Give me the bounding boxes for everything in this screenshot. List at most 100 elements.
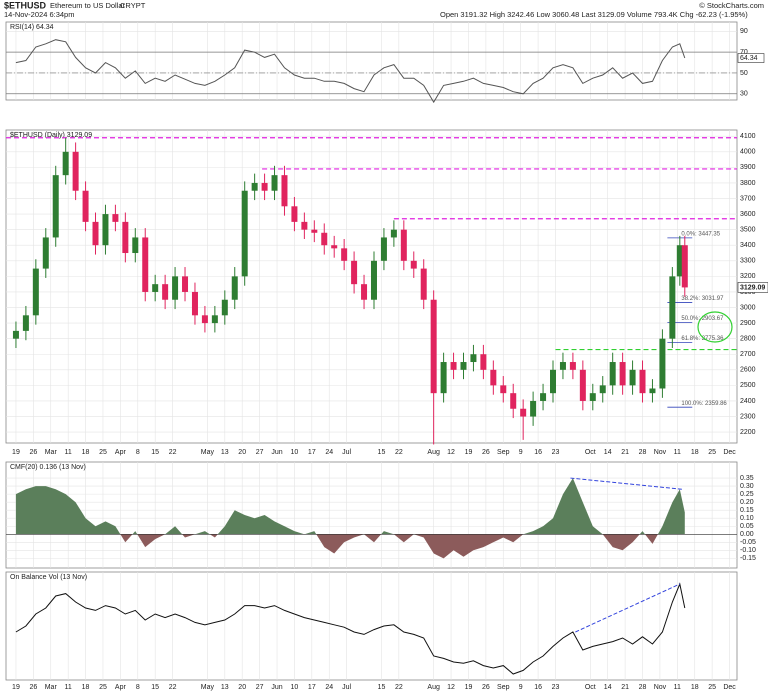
- candle-body: [559, 362, 566, 370]
- price-tag: [737, 282, 768, 293]
- candle-body: [311, 229, 318, 233]
- y-tick-label: 3200: [740, 273, 756, 280]
- price-tag-label: 3129.09: [740, 284, 765, 291]
- x-tick-label: Dec: [723, 684, 736, 691]
- x-tick-label: 18: [82, 449, 90, 456]
- y-tick-label: 3000: [740, 304, 756, 311]
- y-tick-label: 3500: [740, 227, 756, 234]
- x-tick-label: 18: [82, 684, 90, 691]
- fib-label: 61.8%: 2775.36: [681, 336, 724, 342]
- x-tick-label: 26: [482, 449, 490, 456]
- y-tick-label: -0.15: [740, 555, 756, 562]
- y-tick-label: 30: [740, 91, 748, 98]
- y-tick-label: 3900: [740, 164, 756, 171]
- candle-body: [42, 237, 49, 269]
- x-tick-label: 15: [151, 684, 159, 691]
- candle-body: [221, 299, 228, 316]
- x-tick-label: 16: [534, 449, 542, 456]
- candle-body: [271, 175, 278, 191]
- x-tick-label: Sep: [497, 449, 510, 456]
- x-tick-label: Aug: [427, 449, 440, 456]
- quote: Open 3191.32 High 3242.46 Low 3060.48 La…: [440, 10, 748, 19]
- y-tick-label: 2600: [740, 367, 756, 374]
- candle-body: [490, 369, 497, 386]
- candle-body: [12, 330, 19, 339]
- panel-title: CMF(20) 0.136 (13 Nov): [10, 464, 86, 471]
- y-tick-label: 3600: [740, 211, 756, 218]
- candle-body: [52, 175, 59, 238]
- y-tick-label: 0.05: [740, 523, 754, 530]
- y-tick-label: 3400: [740, 242, 756, 249]
- x-tick-label: 15: [378, 684, 386, 691]
- y-tick-label: 2900: [740, 320, 756, 327]
- x-tick-label: 9: [519, 449, 523, 456]
- y-tick-label: -0.05: [740, 539, 756, 546]
- x-tick-label: 25: [708, 449, 716, 456]
- candle-body: [676, 245, 683, 277]
- candle-body: [569, 362, 576, 370]
- y-tick-label: 70: [740, 49, 748, 56]
- candle-body: [341, 248, 348, 261]
- x-tick-label: 9: [519, 684, 523, 691]
- x-tick-label: Apr: [115, 449, 127, 456]
- x-tick-label: 19: [12, 684, 20, 691]
- x-tick-label: 21: [621, 449, 629, 456]
- x-tick-label: 21: [621, 684, 629, 691]
- x-tick-label: 25: [708, 684, 716, 691]
- candle-body: [589, 393, 596, 401]
- fib-label: 38.2%: 3031.97: [681, 296, 724, 302]
- candle-body: [92, 221, 99, 246]
- x-tick-label: 8: [136, 684, 140, 691]
- candle-body: [22, 315, 29, 331]
- annotation-circle: [697, 311, 733, 343]
- x-tick-label: 11: [65, 449, 72, 456]
- value-tag-label: 64.34: [740, 55, 758, 62]
- candle-body: [579, 369, 586, 401]
- x-tick-label: Apr: [115, 684, 127, 691]
- candle-body: [450, 362, 457, 370]
- x-tick-label: Dec: [723, 449, 736, 456]
- candle-body: [291, 206, 298, 222]
- panel-frame: [5, 21, 738, 101]
- candle-body: [112, 214, 119, 222]
- x-tick-label: 28: [639, 684, 647, 691]
- candle-body: [351, 260, 358, 285]
- x-tick-label: 22: [395, 449, 403, 456]
- y-tick-label: 4000: [740, 149, 756, 156]
- candle-body: [540, 393, 547, 401]
- candle-body: [669, 276, 676, 339]
- x-tick-label: Sep: [497, 684, 510, 691]
- x-tick-label: 18: [691, 684, 699, 691]
- y-tick-label: 2300: [740, 413, 756, 420]
- fib-label: 50.0%: 2903.67: [681, 316, 724, 322]
- candle-body: [619, 362, 626, 386]
- x-tick-label: 24: [325, 449, 333, 456]
- x-tick-label: 19: [465, 449, 473, 456]
- y-tick-label: 3700: [740, 195, 756, 202]
- candle-body: [261, 182, 268, 191]
- candle-body: [32, 268, 39, 316]
- x-tick-label: 25: [99, 684, 107, 691]
- x-tick-label: 14: [604, 684, 612, 691]
- x-tick-label: 15: [151, 449, 159, 456]
- x-tick-label: 13: [221, 684, 229, 691]
- x-tick-label: Nov: [654, 449, 667, 456]
- candle-body: [530, 400, 537, 417]
- candle-body: [162, 284, 169, 300]
- x-tick-label: 12: [447, 684, 455, 691]
- y-tick-label: 0.00: [740, 531, 754, 538]
- candle-body: [182, 276, 189, 292]
- candle-body: [281, 175, 288, 207]
- candle-body: [440, 362, 447, 394]
- candle-body: [301, 221, 308, 230]
- x-tick-label: 19: [12, 449, 20, 456]
- y-tick-label: 0.35: [740, 475, 754, 482]
- x-tick-label: 26: [29, 449, 37, 456]
- x-tick-label: 11: [674, 449, 681, 456]
- x-tick-label: 26: [29, 684, 37, 691]
- candle-body: [251, 182, 258, 191]
- x-tick-label: 17: [308, 449, 316, 456]
- x-tick-label: May: [201, 684, 215, 691]
- x-tick-label: 27: [256, 449, 264, 456]
